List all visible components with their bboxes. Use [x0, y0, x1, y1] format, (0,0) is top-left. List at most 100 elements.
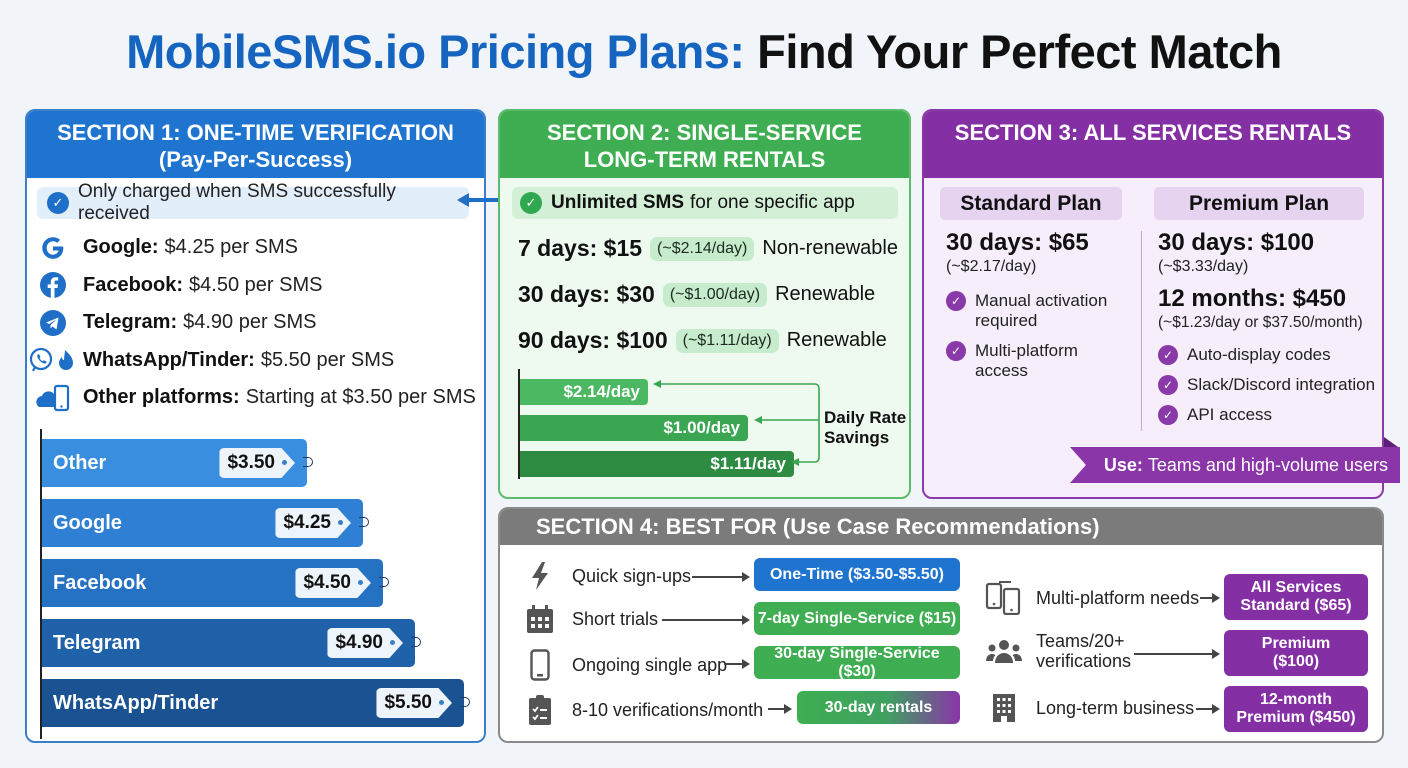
check-circle-icon: ✓: [946, 341, 966, 361]
section2-subtitle: LONG-TERM RENTALS: [583, 147, 826, 172]
bar-7-days: $2.14/day: [520, 379, 648, 405]
tag-string: [460, 697, 470, 707]
use-case-ongoing-single-app: Ongoing single app: [520, 649, 727, 681]
bar-90-days: $1.11/day: [520, 451, 794, 477]
facebook-icon: [39, 271, 83, 299]
check-circle-icon: ✓: [47, 192, 69, 214]
rental-row-90-days: 90 days: $100 (~$1.11/day) Renewable: [518, 327, 887, 353]
section1-title: SECTION 1: ONE-TIME VERIFICATION: [57, 120, 454, 145]
badge-30-day-rentals[interactable]: 30-day rentals: [797, 691, 960, 724]
use-ribbon: Use: Teams and high-volume users: [1070, 447, 1400, 483]
calendar-icon: [520, 604, 560, 634]
check-circle-icon: ✓: [1158, 375, 1178, 395]
tag-string: [379, 577, 389, 587]
platform-row-whatsapp-tinder: WhatsApp/Tinder: $5.50 per SMS: [29, 342, 476, 380]
section-one-time-verification: SECTION 1: ONE-TIME VERIFICATION (Pay-Pe…: [25, 109, 486, 743]
whatsapp-tinder-icon: [29, 346, 83, 374]
phone-icon: [520, 649, 560, 681]
badge-7-day-single-service[interactable]: 7-day Single-Service ($15): [754, 602, 960, 635]
arrow: [1200, 593, 1220, 603]
platform-row-google: Google: $4.25 per SMS: [39, 229, 476, 267]
section1-header: SECTION 1: ONE-TIME VERIFICATION (Pay-Pe…: [27, 111, 484, 178]
section2-title: SECTION 2: SINGLE-SERVICE: [547, 120, 862, 145]
daily-rate-caption: Daily Rate Savings: [824, 408, 907, 447]
plan-divider: [1141, 231, 1142, 431]
price-tag: $3.50: [219, 448, 295, 478]
bar-whatsapp-tinder: WhatsApp/Tinder $5.50: [42, 679, 470, 727]
section-best-for: SECTION 4: BEST FOR (Use Case Recommenda…: [498, 507, 1384, 743]
connector-arrow-icon: [457, 193, 499, 207]
bar-other: Other $3.50: [42, 439, 313, 487]
bar-facebook: Facebook $4.50: [42, 559, 389, 607]
arrow: [724, 659, 750, 669]
use-case-8-10-verifications: 8-10 verifications/month: [520, 694, 763, 726]
section3-header: SECTION 3: ALL SERVICES RENTALS: [924, 111, 1382, 178]
team-icon: [984, 638, 1024, 664]
arrow: [1196, 704, 1220, 714]
daily-rate-bar-chart: $2.14/day $1.00/day $1.11/day: [518, 369, 798, 479]
badge-one-time[interactable]: One-Time ($3.50-$5.50): [754, 558, 960, 591]
feature-item: ✓ API access: [1158, 405, 1383, 425]
section4-title: SECTION 4: BEST FOR (Use Case Recommenda…: [536, 514, 1100, 539]
platform-row-telegram: Telegram: $4.90 per SMS: [39, 304, 476, 342]
bar-google: Google $4.25: [42, 499, 369, 547]
price-tag: $4.25: [275, 508, 351, 538]
premium-plan-header: Premium Plan: [1154, 187, 1364, 220]
arrow: [768, 704, 792, 714]
title-rest: Find Your Perfect Match: [757, 25, 1282, 78]
arrow: [662, 615, 750, 625]
feature-item: ✓ Slack/Discord integration: [1158, 375, 1383, 395]
tag-string: [359, 517, 369, 527]
section1-note-text: Only charged when SMS successfully recei…: [78, 181, 396, 224]
premium-plan-details: 30 days: $100 (~$3.33/day) 12 months: $4…: [1158, 229, 1383, 435]
daily-rate-bracket-arrows: [653, 380, 820, 466]
price-tag: $4.50: [295, 568, 371, 598]
badge-30-day-single-service[interactable]: 30-day Single-Service ($30): [754, 645, 960, 680]
lightning-icon: [520, 561, 560, 591]
section1-note: ✓ Only charged when SMS successfully rec…: [37, 181, 469, 224]
telegram-icon: [39, 309, 83, 337]
section2-header: SECTION 2: SINGLE-SERVICE LONG-TERM RENT…: [500, 111, 909, 178]
check-circle-icon: ✓: [946, 291, 966, 311]
standard-plan-header: Standard Plan: [940, 187, 1122, 220]
cloud-phone-icon: [35, 383, 83, 413]
rental-row-30-days: 30 days: $30 (~$1.00/day) Renewable: [518, 281, 876, 307]
use-case-teams: Teams/20+ verifications: [984, 631, 1131, 671]
badge-12-month-premium[interactable]: 12-month Premium ($450): [1224, 686, 1368, 732]
title-brand: MobileSMS.io Pricing Plans:: [126, 25, 745, 78]
platform-price-list: Google: $4.25 per SMS Facebook: $4.50 pe…: [29, 229, 476, 417]
use-case-long-term-business: Long-term business: [984, 693, 1194, 723]
price-tag: $5.50: [376, 688, 452, 718]
platform-row-facebook: Facebook: $4.50 per SMS: [39, 267, 476, 305]
section1-subtitle: (Pay-Per-Success): [158, 147, 353, 172]
feature-item: ✓ Multi-platform access: [946, 341, 1136, 381]
arrow: [1134, 649, 1220, 659]
standard-plan-details: 30 days: $65 (~$2.17/day) ✓ Manual activ…: [946, 229, 1136, 391]
feature-item: ✓ Manual activation required: [946, 291, 1136, 331]
check-circle-icon: ✓: [1158, 405, 1178, 425]
use-case-short-trials: Short trials: [520, 604, 658, 634]
badge-all-services-standard[interactable]: All Services Standard ($65): [1224, 574, 1368, 620]
clipboard-checklist-icon: [520, 694, 560, 726]
use-case-quick-signups: Quick sign-ups: [520, 561, 691, 591]
use-case-multi-platform: Multi-platform needs: [984, 581, 1199, 615]
price-tag: $4.90: [327, 628, 403, 658]
google-icon: [39, 234, 83, 262]
section4-header: SECTION 4: BEST FOR (Use Case Recommenda…: [500, 509, 1382, 545]
arrow: [692, 572, 750, 582]
check-circle-icon: ✓: [1158, 345, 1178, 365]
ribbon-fold: [1384, 437, 1398, 447]
building-icon: [984, 693, 1024, 723]
section-single-service-rentals: SECTION 2: SINGLE-SERVICE LONG-TERM RENT…: [498, 109, 911, 499]
tag-string: [411, 637, 421, 647]
page-title: MobileSMS.io Pricing Plans: Find Your Pe…: [0, 22, 1408, 82]
tag-string: [303, 457, 313, 467]
section2-note: ✓ Unlimited SMS for one specific app: [512, 187, 898, 219]
multi-device-icon: [984, 581, 1024, 615]
bar-telegram: Telegram $4.90: [42, 619, 421, 667]
feature-item: ✓ Auto-display codes: [1158, 345, 1383, 365]
badge-premium[interactable]: Premium ($100): [1224, 630, 1368, 676]
bar-30-days: $1.00/day: [520, 415, 748, 441]
section3-title: SECTION 3: ALL SERVICES RENTALS: [954, 120, 1352, 145]
one-time-price-bar-chart: Other $3.50 Google $4.25 Facebook $4.50 …: [40, 429, 480, 739]
